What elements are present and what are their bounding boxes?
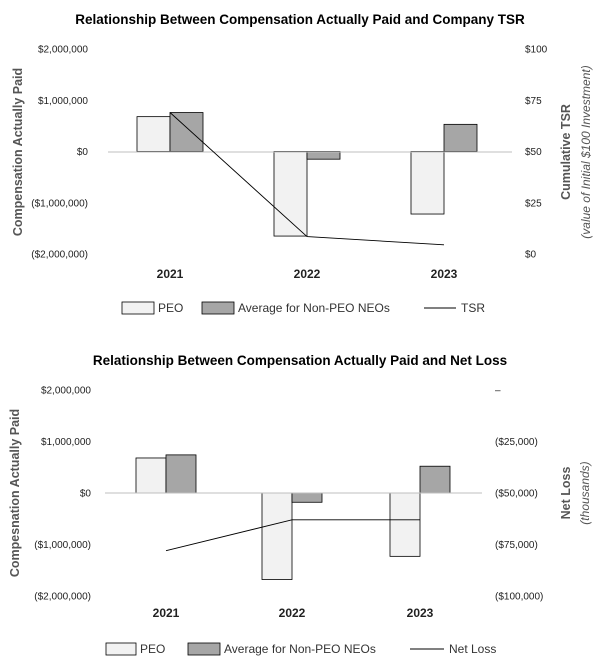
y-tick-label: ($1,000,000) (31, 198, 88, 209)
chart-title: Relationship Between Compensation Actual… (75, 12, 525, 27)
bar-average-for-non-peo-neos-2022 (291, 492, 323, 503)
category-label-2021: 2021 (157, 267, 184, 281)
legend: PEO Average for Non-PEO NEOs Net Loss (105, 642, 496, 656)
net-loss-line (165, 519, 420, 552)
bar-peo-2021 (135, 457, 167, 494)
legend-swatch-peo (121, 301, 155, 315)
legend-label-peo: PEO (140, 642, 165, 656)
legend-swatch-neo (201, 301, 235, 315)
y2-tick-labels: $100 $75 $50 $25 $0 (525, 45, 548, 261)
y-tick-label: ($1,000,000) (34, 540, 91, 551)
bar-peo-2021 (136, 116, 171, 152)
chart-tsr: Relationship Between Compensation Actual… (11, 12, 593, 315)
y2-tick-label: $100 (525, 45, 548, 56)
category-label-2022: 2022 (279, 606, 306, 620)
legend-label-tsr: TSR (461, 301, 485, 315)
legend-swatch-neo (187, 642, 221, 656)
category-label-2023: 2023 (431, 267, 458, 281)
y2-tick-label: $0 (525, 250, 537, 261)
y-tick-labels: $2,000,000 $1,000,000 $0 ($1,000,000) ($2,00… (31, 45, 88, 261)
category-labels: 2021 2022 2023 (153, 606, 434, 620)
y2-tick-label: ($100,000) (495, 592, 543, 603)
legend-label-neo: Average for Non-PEO NEOs (238, 301, 390, 315)
bar-peo-2023 (410, 151, 445, 215)
y2-axis-sublabel: (value of Initial $100 Investment) (579, 65, 593, 238)
bar-average-for-non-peo-neos-2021 (169, 112, 204, 152)
bar-peo-2023 (389, 492, 421, 557)
y-tick-label: $1,000,000 (38, 96, 88, 107)
bars-group (136, 112, 478, 237)
y2-tick-label: $50 (525, 147, 542, 158)
legend-swatch-peo (105, 642, 137, 656)
category-labels: 2021 2022 2023 (157, 267, 458, 281)
tsr-line (169, 112, 445, 246)
bars-group (135, 454, 451, 580)
category-label-2021: 2021 (153, 606, 180, 620)
chart-net-loss: Relationship Between Compensation Actual… (8, 353, 592, 656)
y2-axis-label: Cumulative TSR (559, 104, 573, 200)
legend-label-neo: Average for Non-PEO NEOs (224, 642, 376, 656)
bar-average-for-non-peo-neos-2021 (165, 454, 197, 494)
y2-tick-label: ($50,000) (495, 489, 538, 500)
y-tick-label: $2,000,000 (38, 45, 88, 56)
y-tick-label: $0 (77, 147, 89, 158)
y2-tick-label: $75 (525, 96, 542, 107)
bar-average-for-non-peo-neos-2023 (419, 465, 451, 494)
bar-average-for-non-peo-neos-2022 (306, 151, 341, 160)
y-tick-label: $1,000,000 (41, 437, 91, 448)
y-tick-label: ($2,000,000) (31, 250, 88, 261)
y-tick-label: $2,000,000 (41, 386, 91, 397)
bar-average-for-non-peo-neos-2023 (443, 123, 478, 152)
y2-tick-labels: – ($25,000) ($50,000) ($75,000) ($100,000) (495, 386, 543, 603)
y2-axis-sublabel: (thousands) (578, 461, 592, 524)
y-tick-label: $0 (80, 489, 92, 500)
legend-label-peo: PEO (158, 301, 183, 315)
y2-tick-label: ($75,000) (495, 540, 538, 551)
y2-tick-label: – (495, 386, 501, 397)
legend: PEO Average for Non-PEO NEOs TSR (121, 301, 485, 315)
y-tick-labels: $2,000,000 $1,000,000 $0 ($1,000,000) ($2,00… (34, 386, 91, 603)
bar-peo-2022 (273, 151, 308, 237)
category-label-2023: 2023 (407, 606, 434, 620)
y2-tick-label: ($25,000) (495, 437, 538, 448)
y-axis-label: Compensation Actually Paid (11, 68, 25, 236)
y2-axis-label: Net Loss (559, 467, 573, 520)
category-label-2022: 2022 (294, 267, 321, 281)
y2-tick-label: $25 (525, 198, 542, 209)
bar-peo-2022 (261, 492, 293, 580)
y-axis-label: Compesnation Actually Paid (8, 409, 22, 577)
y-tick-label: ($2,000,000) (34, 592, 91, 603)
legend-label-net-loss: Net Loss (449, 642, 496, 656)
chart-title: Relationship Between Compensation Actual… (93, 353, 507, 368)
